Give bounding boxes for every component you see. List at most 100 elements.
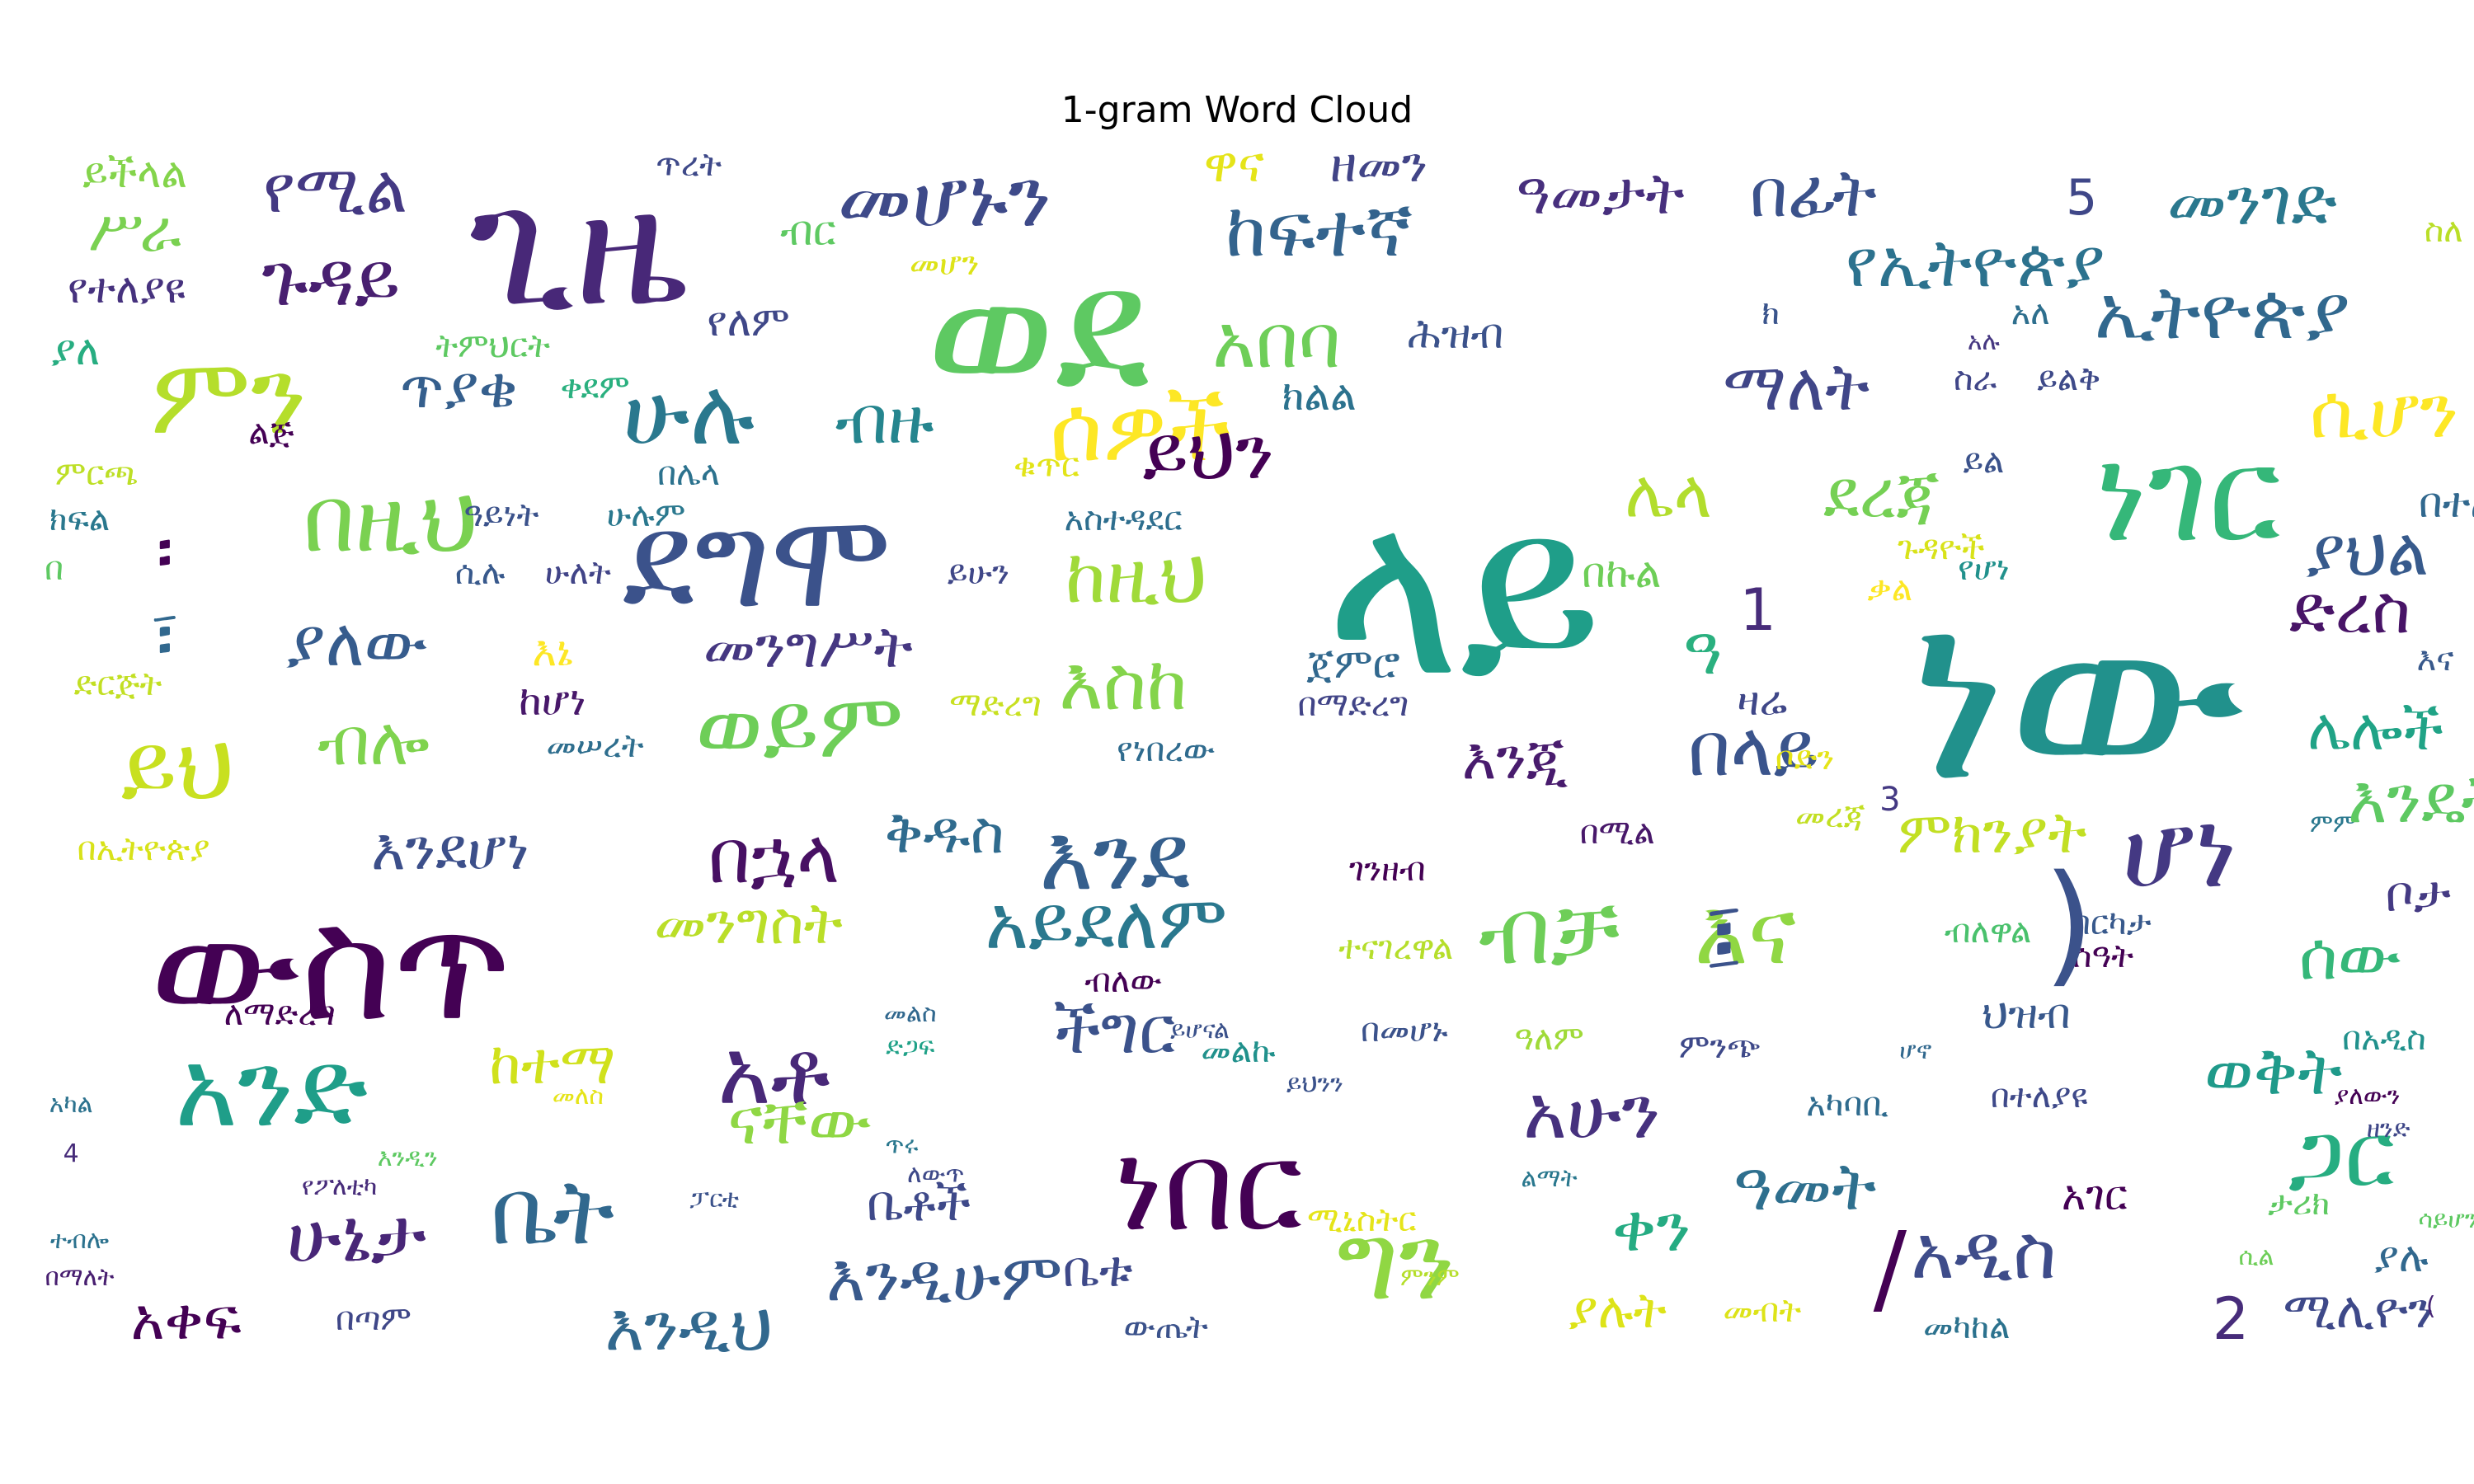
cloud-title: 1-gram Word Cloud (1061, 89, 1413, 131)
cloud-word: ሕዝብ (1407, 310, 1504, 358)
cloud-word: ውጤት (1123, 1308, 1208, 1346)
cloud-word: ሲል (2238, 1242, 2274, 1271)
cloud-word: በ (45, 550, 64, 588)
cloud-word: የኢትዮጵያ (1845, 225, 2105, 302)
cloud-word: ህዝብ (1982, 990, 2071, 1038)
cloud-word: እኔ (532, 627, 573, 675)
cloud-word: ምክንያት (1898, 799, 2087, 866)
cloud-word: በመሆኑ (1361, 1012, 1448, 1050)
cloud-word: / (1873, 1212, 1907, 1327)
cloud-word: በሚል (1579, 814, 1655, 852)
cloud-word: ቤቱ (1062, 1241, 1133, 1298)
cloud-word: ጉዳዮች (1898, 529, 1985, 567)
cloud-word: በሌላ (657, 455, 721, 493)
cloud-word: የተለያዩ (68, 265, 186, 312)
cloud-word: ተናገረዋል (1338, 929, 1454, 967)
cloud-word: ላይ (1325, 459, 1602, 728)
cloud-word: ይችላል (82, 149, 188, 197)
cloud-word: ወቅት (2204, 1033, 2343, 1110)
cloud-word: ታሪክ (2268, 1185, 2331, 1223)
cloud-word: ዘንድ (2366, 1115, 2411, 1144)
cloud-word: በኋላ (708, 814, 840, 900)
cloud-word: ምርጫ (54, 455, 139, 493)
cloud-word: ይህ (120, 714, 234, 819)
cloud-word: የነበረው (1117, 731, 1216, 769)
cloud-word: ድረስ (2289, 571, 2411, 648)
cloud-word: ከሆነ (519, 677, 586, 725)
cloud-word: ዓይነት (463, 496, 539, 534)
cloud-word: ሰዎች (1049, 376, 1231, 481)
cloud-word: ሆነ (2121, 787, 2238, 912)
cloud-word: ቀን (1611, 1190, 1691, 1266)
cloud-word: ድርጅት (73, 665, 162, 703)
cloud-word: ይልቅ (2037, 360, 2101, 398)
cloud-word: ፣ (149, 591, 181, 678)
cloud-word: መለስ (552, 1082, 604, 1111)
cloud-word: እና (2416, 641, 2454, 679)
cloud-word: ብር (780, 207, 836, 255)
cloud-word: ጥረት (656, 146, 722, 184)
cloud-word: ኢትዮጵያ (2094, 270, 2350, 356)
cloud-word: 2 (2212, 1285, 2250, 1353)
cloud-word: አዲስ (1911, 1209, 2057, 1296)
cloud-word: መሆኑን (837, 149, 1051, 246)
cloud-word: በኩል (1582, 549, 1662, 597)
cloud-word: ሳይሆን (2418, 1205, 2474, 1234)
cloud-word: ዓለም (1514, 1020, 1584, 1058)
cloud-word: መንግሥት (703, 613, 913, 681)
cloud-word: ያህል (2305, 514, 2429, 590)
cloud-word: ቦታ (2385, 866, 2451, 923)
cloud-word: ያሉት (1568, 1282, 1667, 1340)
cloud-word: ብለው (1084, 962, 1162, 1000)
cloud-word: ቤት (490, 1159, 615, 1265)
cloud-word: ጉዳይ (261, 237, 401, 323)
cloud-word: ያለውን (2334, 1082, 2401, 1111)
cloud-word: ጀምሮ (1306, 640, 1400, 688)
word-cloud: ነው ላይ ወደ ጊዜ ውስጥ ደግሞ ነገር ነበር ግን አንድ ሆነ ምን ጋር ቤት ይህ በዚህ ሁሉ… (40, 129, 2474, 1360)
cloud-word: መንግስት (654, 890, 843, 957)
cloud-word: እንዴት (2347, 761, 2474, 838)
cloud-word: ዓ (1682, 613, 1723, 689)
cloud-word: ብሎ (317, 703, 430, 780)
cloud-word: ምም (2309, 810, 2357, 838)
cloud-word: መካከል (1923, 1308, 2011, 1346)
cloud-word: ከተማ (489, 1030, 616, 1097)
cloud-word: ወደ (926, 228, 1150, 430)
cloud-word: 3 (1879, 781, 1901, 819)
cloud-word: 4 (63, 1139, 79, 1168)
cloud-word: ስለ (2424, 212, 2463, 250)
cloud-word: ለውጥ (907, 1160, 965, 1189)
cloud-word: ውስጥ (150, 873, 512, 1055)
cloud-word: ክ (1761, 294, 1780, 332)
cloud-word: በተለያዩ (1990, 1078, 2088, 1115)
cloud-word: መልስ (883, 999, 937, 1028)
cloud-word: ሰዓት (2072, 937, 2134, 975)
cloud-word: አሁን (1523, 1069, 1661, 1156)
cloud-word: ሁሉ (623, 359, 755, 465)
cloud-word: ገንዘብ (1348, 851, 1426, 889)
cloud-word: ምን (150, 333, 308, 458)
cloud-word: ማድረግ (949, 686, 1042, 724)
cloud-word: ድጋፍ (886, 1032, 935, 1061)
cloud-word: ሆኖ (1899, 1036, 1932, 1065)
cloud-word: ፓርቲ (689, 1185, 739, 1214)
cloud-word: ብቻ (1479, 879, 1620, 984)
cloud-word: ቅዱስ (884, 799, 1004, 866)
cloud-word: ፤ (1703, 882, 1744, 997)
cloud-word: አበባ (1212, 298, 1341, 385)
cloud-word: የሚል (262, 151, 408, 228)
cloud-word: በተለይ (2419, 479, 2474, 527)
cloud-word: ምንጭ (1678, 1028, 1761, 1066)
cloud-word: ምንም (1400, 1263, 1460, 1292)
cloud-word: አቀፍ (130, 1285, 242, 1353)
cloud-word: በኢትዮጵያ (77, 830, 210, 868)
cloud-word: ትምህርት (435, 327, 550, 365)
cloud-word: ያለ (50, 326, 101, 374)
cloud-word: ከፍተኛ (1225, 187, 1413, 274)
cloud-word: ሌላ (1625, 456, 1713, 533)
cloud-word: የፖለቲካ (301, 1172, 378, 1201)
cloud-word: ማለት (1723, 349, 1870, 425)
cloud-word: ያሉ (2373, 1233, 2429, 1281)
cloud-word: ሚሊዮን (2283, 1282, 2434, 1340)
cloud-word: ናቸው (727, 1082, 872, 1159)
